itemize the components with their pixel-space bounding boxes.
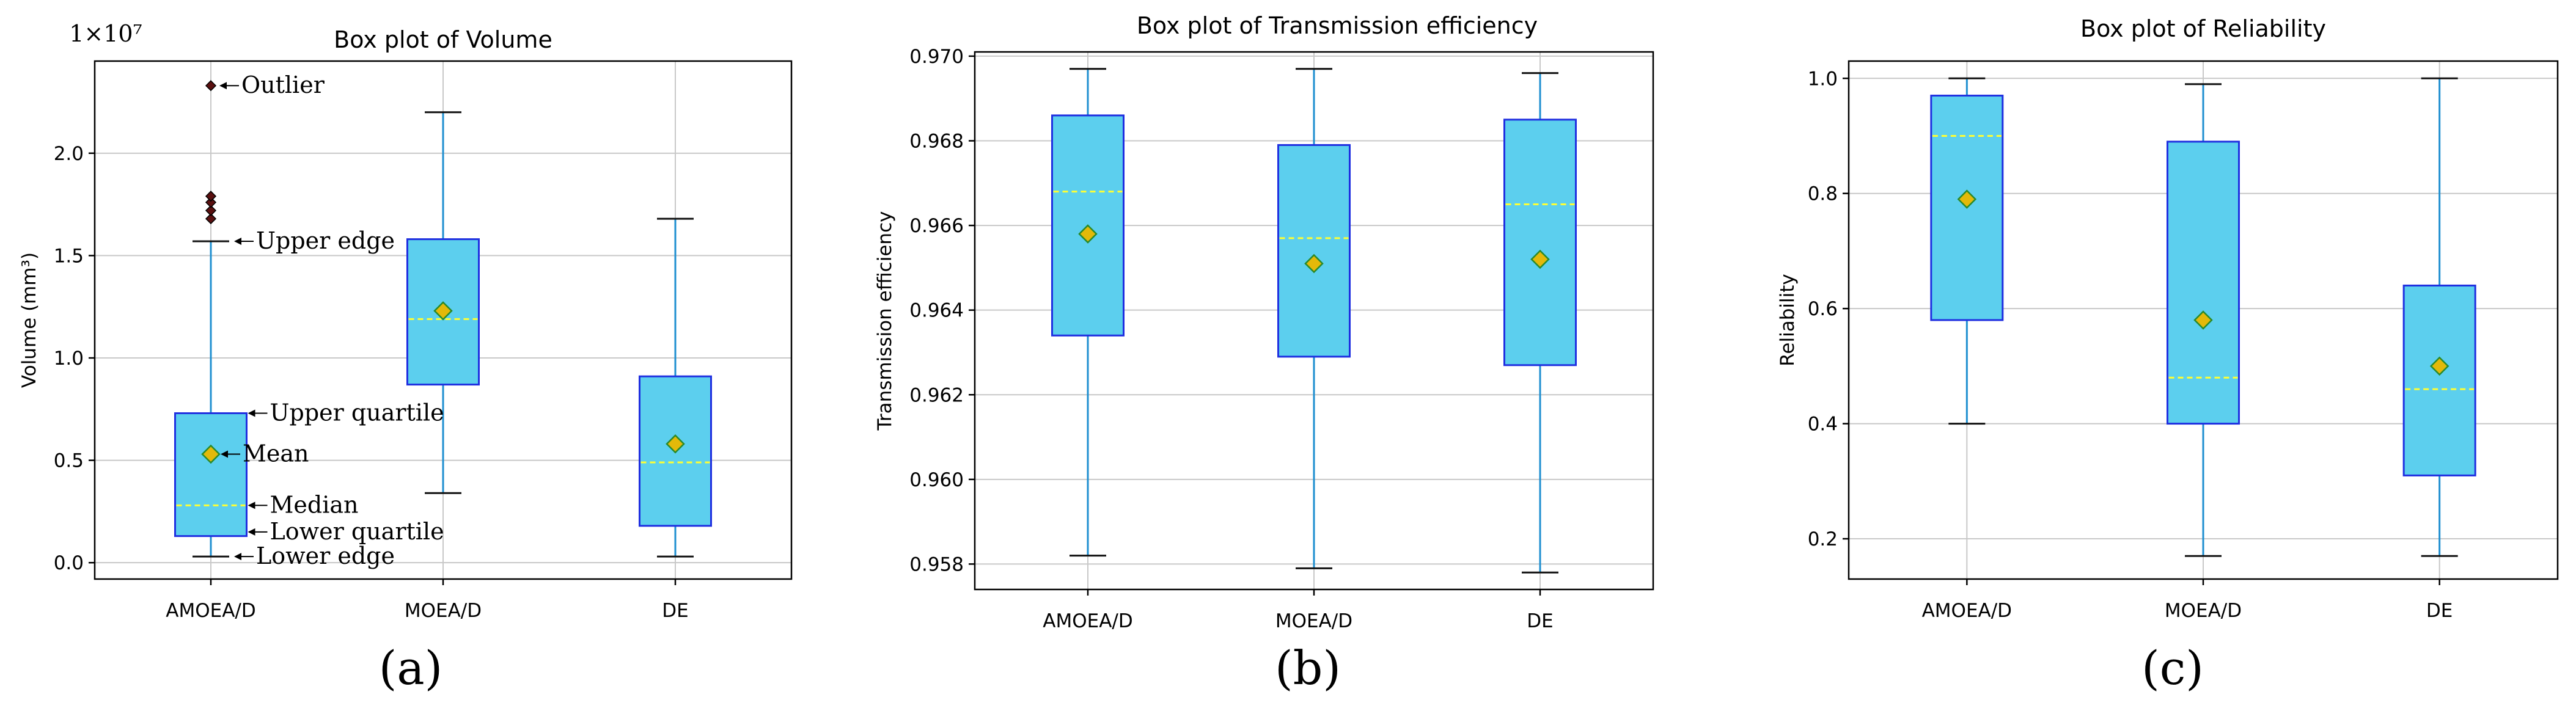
y-tick-label: 0.8 [1808,183,1838,205]
box-iqr [2402,284,2476,476]
box-iqr [406,238,480,386]
annotation-arrow-head [248,409,255,417]
mean-marker [2429,356,2449,376]
y-axis-label: Volume (mm³) [18,252,40,388]
y-tick-label: 1.5 [54,245,84,267]
x-tick-label: AMOEA/D [1043,610,1132,632]
y-tick-label: 1.0 [1808,68,1838,90]
outlier-point [205,191,217,202]
x-tick-label: DE [1527,610,1553,632]
y-tick-label: 0.958 [909,553,964,575]
annotation-label: Median [270,491,359,518]
annotation-label: Upper quartile [270,399,444,426]
box-1 [1051,68,1125,557]
y-tick-label: 0.962 [909,384,964,406]
chart-panel-3: 0.2 0.4 0.6 0.8 1.0 AMOEA/D MOEA/D DE Box plot o… [1777,15,2559,695]
mean-marker [1078,224,1098,244]
y-tick-label: 0.966 [909,215,964,237]
x-tick-label: DE [2426,600,2453,622]
y-offset-label: 1×10⁷ [69,20,142,47]
y-tick-label: 0.964 [909,300,964,322]
outlier-point [205,197,217,208]
mean-marker [2193,310,2213,330]
box-iqr [2167,140,2240,425]
y-tick-label: 0.5 [54,450,84,472]
x-tick-label: AMOEA/D [1922,600,2012,622]
box-3 [2402,77,2476,557]
annotation-arrow-head [248,528,255,536]
chart-title: Box plot of Volume [334,26,552,53]
mean-marker [1530,249,1550,269]
chart-panel-2: 0.958 0.960 0.962 0.964 0.966 0.968 0.970 AMOEA… [874,12,1654,695]
annotation-arrow-head [221,450,228,458]
box-3 [1503,72,1577,574]
outlier-point [205,80,217,92]
box-1 [174,80,248,558]
y-tick-label: 0.6 [1808,298,1838,320]
outlier-point [205,213,217,225]
annotation-label: Lower edge [256,542,395,569]
x-tick-label: MOEA/D [405,600,482,622]
box-iqr [174,412,248,538]
outlier-point [205,205,217,216]
y-axis-label: Transmission efficiency [874,211,896,431]
box-iqr [1277,144,1351,358]
mean-marker [1957,189,1977,209]
mean-marker [1304,253,1324,274]
annotation-arrow-head [219,82,227,90]
panel-label: (c) [2141,641,2204,695]
y-tick-label: 0.0 [54,552,84,574]
panel-label: (a) [379,641,443,695]
box-2 [1277,68,1351,569]
y-tick-label: 0.968 [909,131,964,153]
y-tick-label: 2.0 [54,143,84,165]
y-axis-label: Reliability [1777,274,1799,366]
annotation-label: Upper edge [256,227,395,254]
panel-label: (b) [1275,641,1341,695]
chart-panel-1: 0.0 0.5 1.0 1.5 2.0 AMOEA/D MOEA/D DE Box plot o… [18,20,793,695]
x-tick-label: DE [662,600,688,622]
chart-title: Box plot of Reliability [2080,15,2326,42]
mean-marker [666,434,685,454]
box-2 [2167,83,2240,557]
annotation-label: Mean [243,440,309,467]
x-tick-label: AMOEA/D [166,600,255,622]
x-tick-label: MOEA/D [2165,600,2242,622]
box-1 [1930,77,2004,425]
y-tick-label: 0.4 [1808,414,1838,436]
box-2 [406,111,480,494]
annotation-arrow-head [248,501,255,509]
box-3 [639,217,712,558]
annotation-label: Outlier [241,71,325,98]
chart-title: Box plot of Transmission efficiency [1137,12,1538,39]
y-tick-label: 0.970 [909,46,964,68]
y-tick-label: 0.2 [1808,528,1838,550]
mean-marker [433,301,453,321]
annotation-label: Lower quartile [270,518,444,545]
x-tick-label: MOEA/D [1275,610,1352,632]
box-iqr [1503,119,1577,366]
y-tick-label: 1.0 [54,348,84,370]
annotation-arrow-head [234,237,241,245]
mean-marker [201,444,221,464]
y-tick-label: 0.960 [909,469,964,491]
annotation-arrow-head [234,553,241,561]
